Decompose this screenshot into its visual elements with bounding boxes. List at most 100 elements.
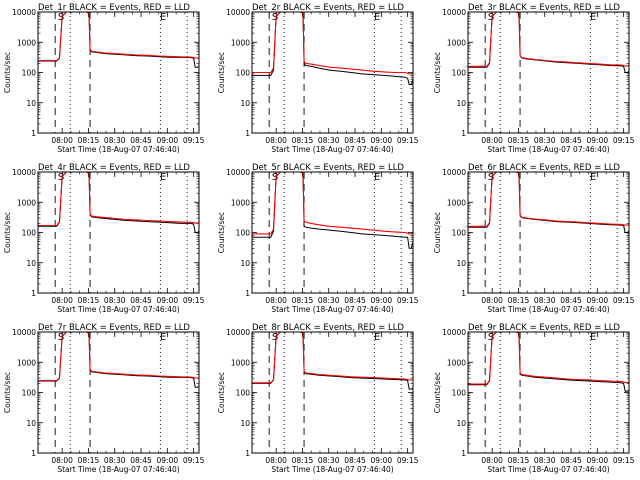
- y-tick-label: 100: [236, 229, 251, 238]
- y-tick-label: 1000: [17, 358, 36, 367]
- x-tick-label: 08:30: [534, 296, 556, 305]
- y-tick-label: 10: [26, 259, 36, 268]
- detector-panel: Det_2r BLACK = Events, RED = LLD 1 10 100 10…: [217, 3, 419, 154]
- lld-series-line: [252, 172, 413, 235]
- x-tick-label: 09:15: [183, 456, 205, 465]
- y-tick-label: 1: [31, 449, 36, 458]
- end-marker: E: [374, 172, 380, 183]
- y-tick-label: 1000: [231, 198, 250, 207]
- detector-panel: Det_8r BLACK = Events, RED = LLD 1 10 100 10…: [217, 323, 419, 474]
- x-tick-label: 08:15: [78, 136, 100, 145]
- x-tick-label: 08:15: [292, 136, 314, 145]
- lld-series-line: [468, 172, 629, 227]
- y-tick-label: 10: [26, 99, 36, 108]
- x-tick-label: 08:45: [560, 296, 582, 305]
- x-axis-label: Start Time (18-Aug-07 07:46:40): [487, 305, 609, 314]
- x-tick-label: 08:00: [265, 456, 287, 465]
- start-marker: S: [272, 332, 278, 343]
- y-axis-label: Counts/sec: [433, 212, 442, 253]
- x-tick-label: 09:00: [157, 136, 179, 145]
- y-tick-label: 1: [461, 289, 466, 298]
- x-tick-label: 08:30: [318, 456, 340, 465]
- x-tick-label: 08:30: [104, 136, 126, 145]
- y-tick-label: 1000: [17, 198, 36, 207]
- y-tick-label: 10: [456, 99, 466, 108]
- lld-series-line: [252, 12, 413, 75]
- start-marker: S: [488, 172, 494, 183]
- lld-series-line: [468, 332, 629, 385]
- end-marker: E: [374, 332, 380, 343]
- x-tick-label: 09:00: [157, 296, 179, 305]
- plot-frame: [467, 331, 630, 454]
- y-axis-label: Counts/sec: [217, 372, 226, 413]
- x-tick-label: 08:30: [534, 136, 556, 145]
- x-tick-label: 09:00: [587, 456, 609, 465]
- y-tick-label: 100: [22, 389, 37, 398]
- lld-series-line: [468, 12, 629, 67]
- y-tick-label: 1000: [447, 38, 466, 47]
- y-tick-label: 10: [240, 99, 250, 108]
- x-tick-label: 09:00: [587, 136, 609, 145]
- y-tick-label: 100: [236, 389, 251, 398]
- x-tick-label: 08:45: [130, 136, 152, 145]
- x-axis-label: Start Time (18-Aug-07 07:46:40): [487, 145, 609, 154]
- y-tick-label: 10000: [226, 8, 250, 17]
- detector-panel: Det_5r BLACK = Events, RED = LLD 1 10 100 10…: [217, 163, 419, 314]
- y-tick-label: 10: [26, 419, 36, 428]
- events-series-line: [252, 12, 413, 85]
- x-tick-label: 09:15: [183, 136, 205, 145]
- x-tick-label: 08:45: [560, 136, 582, 145]
- y-tick-label: 10000: [442, 328, 466, 337]
- y-tick-label: 10000: [12, 328, 36, 337]
- events-series-line: [38, 172, 199, 233]
- x-tick-label: 09:15: [397, 456, 419, 465]
- x-tick-label: 08:00: [265, 136, 287, 145]
- y-tick-label: 1: [461, 129, 466, 138]
- panel-title: Det_3r BLACK = Events, RED = LLD: [468, 3, 620, 13]
- x-tick-label: 08:00: [481, 136, 503, 145]
- y-tick-label: 100: [452, 229, 467, 238]
- x-tick-label: 09:15: [397, 136, 419, 145]
- x-tick-label: 09:00: [157, 456, 179, 465]
- y-tick-label: 1: [461, 449, 466, 458]
- x-tick-label: 08:15: [508, 456, 530, 465]
- lld-series-line: [38, 12, 199, 62]
- start-marker: S: [272, 172, 278, 183]
- x-tick-label: 08:00: [481, 456, 503, 465]
- x-tick-label: 08:30: [318, 296, 340, 305]
- x-tick-label: 08:15: [508, 136, 530, 145]
- y-tick-label: 1: [245, 289, 250, 298]
- y-tick-label: 10: [456, 259, 466, 268]
- start-marker: S: [58, 332, 64, 343]
- y-axis-label: Counts/sec: [3, 212, 12, 253]
- x-tick-label: 09:00: [371, 456, 393, 465]
- x-axis-label: Start Time (18-Aug-07 07:46:40): [57, 305, 179, 314]
- end-marker: E: [160, 332, 166, 343]
- x-axis-label: Start Time (18-Aug-07 07:46:40): [487, 465, 609, 474]
- y-tick-label: 1000: [231, 358, 250, 367]
- detector-panel: Det_9r BLACK = Events, RED = LLD 1 10 100 10…: [433, 323, 635, 474]
- x-tick-label: 08:45: [560, 456, 582, 465]
- detector-panel: Det_4r BLACK = Events, RED = LLD 1 10 100 10…: [3, 163, 205, 314]
- x-axis-label: Start Time (18-Aug-07 07:46:40): [57, 465, 179, 474]
- events-series-line: [252, 172, 413, 249]
- x-tick-label: 08:15: [508, 296, 530, 305]
- y-tick-label: 10000: [12, 8, 36, 17]
- panel-title: Det_4r BLACK = Events, RED = LLD: [38, 163, 190, 173]
- y-axis-label: Counts/sec: [433, 372, 442, 413]
- start-marker: S: [488, 12, 494, 23]
- x-tick-label: 08:15: [78, 296, 100, 305]
- y-tick-label: 100: [22, 69, 37, 78]
- x-tick-label: 08:45: [130, 456, 152, 465]
- y-tick-label: 1000: [447, 358, 466, 367]
- plot-frame: [467, 11, 630, 134]
- x-tick-label: 09:15: [613, 456, 635, 465]
- x-tick-label: 08:15: [292, 456, 314, 465]
- detector-panel: Det_1r BLACK = Events, RED = LLD 1 10 100 10…: [3, 3, 205, 154]
- y-tick-label: 100: [452, 389, 467, 398]
- start-marker: S: [58, 12, 64, 23]
- events-series-line: [468, 332, 629, 392]
- x-tick-label: 08:30: [104, 456, 126, 465]
- detector-panel: Det_7r BLACK = Events, RED = LLD 1 10 100 10…: [3, 323, 205, 474]
